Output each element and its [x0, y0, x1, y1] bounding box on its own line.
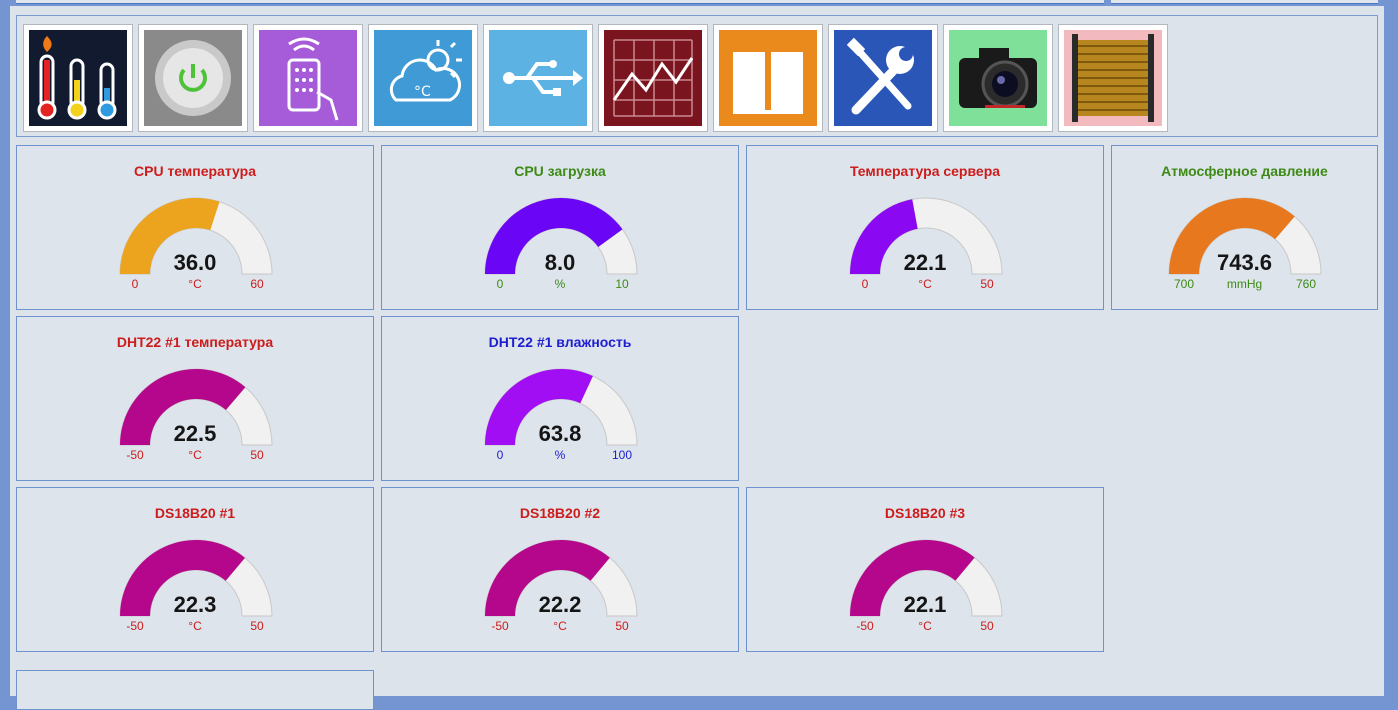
gauge-dial — [849, 539, 1003, 617]
chart-icon — [604, 30, 702, 126]
gauge-unit: °C — [918, 277, 932, 291]
gauge-title: DS18B20 #2 — [519, 505, 601, 521]
left-border — [0, 0, 10, 681]
gauge-dial — [849, 197, 1003, 275]
top-bar-left — [16, 0, 1104, 4]
gauge-max: 50 — [615, 619, 629, 633]
gauge-min: 700 — [1173, 277, 1195, 291]
gauge-value: 22.1 — [903, 592, 947, 617]
gauge-min: -50 — [126, 619, 144, 633]
gauge-max: 50 — [980, 619, 994, 633]
gauge-value: 22.5 — [173, 421, 217, 446]
power-tile[interactable] — [138, 24, 248, 132]
gauge-fill — [120, 369, 246, 445]
gauge-value: 22.3 — [173, 592, 217, 617]
gauge-title: CPU температура — [134, 163, 256, 179]
gauge-unit: % — [554, 448, 566, 462]
gauge-panel-dht22-temperature: DHT22 #1 температура 22.5 °C -50 50 — [16, 316, 374, 481]
gauge-panel-cpu-temperature: CPU температура 36.0 °C 0 60 — [16, 145, 374, 310]
gauge-value: 22.1 — [903, 250, 947, 275]
gauge-title: CPU загрузка — [514, 163, 606, 179]
gauge-dial — [1168, 197, 1322, 275]
camera-tile[interactable] — [943, 24, 1053, 132]
gauge-dial — [484, 197, 638, 275]
gauge-value: 22.2 — [538, 592, 582, 617]
gauge-unit: % — [554, 277, 566, 291]
remote-tile[interactable] — [253, 24, 363, 132]
book-tile[interactable] — [713, 24, 823, 132]
gauge-fill — [120, 540, 245, 616]
gauge-title: DHT22 #1 температура — [116, 334, 274, 350]
gauge-panel-partial — [16, 670, 374, 710]
icon-toolbar: °C — [16, 15, 1378, 137]
gauge-panel-ds18b20-3: DS18B20 #3 22.1 °C -50 50 — [746, 487, 1104, 652]
thermometers-icon — [29, 30, 127, 126]
gauge-panel-pressure: Атмосферное давление 743.6 mmHg 700 760 — [1111, 145, 1378, 310]
gauge-title: DS18B20 #1 — [154, 505, 236, 521]
gauge-dial — [119, 539, 273, 617]
gauge-panel-ds18b20-2: DS18B20 #2 22.2 °C -50 50 — [381, 487, 739, 652]
gauge-unit: °C — [918, 619, 932, 633]
gauge-fill — [485, 198, 623, 274]
gauge-min: 0 — [131, 277, 139, 291]
gauge-fill — [850, 199, 918, 274]
gauge-dial — [484, 368, 638, 446]
gauge-value: 8.0 — [544, 250, 576, 275]
camera-icon — [949, 30, 1047, 126]
gauge-dial — [119, 197, 273, 275]
gauge-min: -50 — [126, 448, 144, 462]
tools-icon — [834, 30, 932, 126]
gauge-dial — [484, 539, 638, 617]
coil-icon — [1064, 30, 1162, 126]
gauge-fill — [850, 540, 975, 616]
gauge-max: 760 — [1295, 277, 1317, 291]
usb-icon — [489, 30, 587, 126]
gauge-min: 0 — [496, 277, 504, 291]
gauge-fill — [120, 198, 220, 274]
gauge-min: 0 — [861, 277, 869, 291]
gauge-max: 50 — [980, 277, 994, 291]
top-bar-right — [1111, 0, 1378, 4]
gauge-title: DS18B20 #3 — [884, 505, 966, 521]
book-icon — [719, 30, 817, 126]
coil-tile[interactable] — [1058, 24, 1168, 132]
gauge-max: 50 — [250, 619, 264, 633]
gauge-max: 10 — [615, 277, 629, 291]
gauge-unit: °C — [188, 448, 202, 462]
gauge-min: -50 — [856, 619, 874, 633]
gauge-fill — [485, 540, 610, 616]
usb-tile[interactable] — [483, 24, 593, 132]
gauge-min: -50 — [491, 619, 509, 633]
thermometers-tile[interactable] — [23, 24, 133, 132]
svg-text:°C: °C — [414, 84, 431, 100]
gauge-max: 50 — [250, 448, 264, 462]
weather-icon: °C — [374, 30, 472, 126]
gauge-panel-dht22-humidity: DHT22 #1 влажность 63.8 % 0 100 — [381, 316, 739, 481]
chart-tile[interactable] — [598, 24, 708, 132]
gauge-max: 60 — [250, 277, 264, 291]
weather-tile[interactable]: °C — [368, 24, 478, 132]
gauge-panel-ds18b20-1: DS18B20 #1 22.3 °C -50 50 — [16, 487, 374, 652]
remote-control-icon — [259, 30, 357, 126]
gauge-max: 100 — [611, 448, 633, 462]
gauge-fill — [1169, 198, 1295, 274]
gauge-panel-server-temperature: Температура сервера 22.1 °C 0 50 — [746, 145, 1104, 310]
gauge-value: 743.6 — [1216, 250, 1273, 275]
tools-tile[interactable] — [828, 24, 938, 132]
gauge-fill — [485, 369, 593, 445]
gauge-title: Атмосферное давление — [1161, 163, 1328, 179]
gauge-panel-cpu-load: CPU загрузка 8.0 % 0 10 — [381, 145, 739, 310]
gauge-min: 0 — [496, 448, 504, 462]
gauge-unit: °C — [188, 277, 202, 291]
gauge-value: 63.8 — [538, 421, 582, 446]
right-border — [1384, 0, 1398, 681]
gauge-title: DHT22 #1 влажность — [488, 334, 632, 350]
gauge-title: Температура сервера — [849, 163, 1001, 179]
gauge-unit: mmHg — [1226, 277, 1263, 291]
gauge-value: 36.0 — [173, 250, 217, 275]
power-icon — [144, 30, 242, 126]
gauge-unit: °C — [188, 619, 202, 633]
gauge-unit: °C — [553, 619, 567, 633]
gauge-dial — [119, 368, 273, 446]
